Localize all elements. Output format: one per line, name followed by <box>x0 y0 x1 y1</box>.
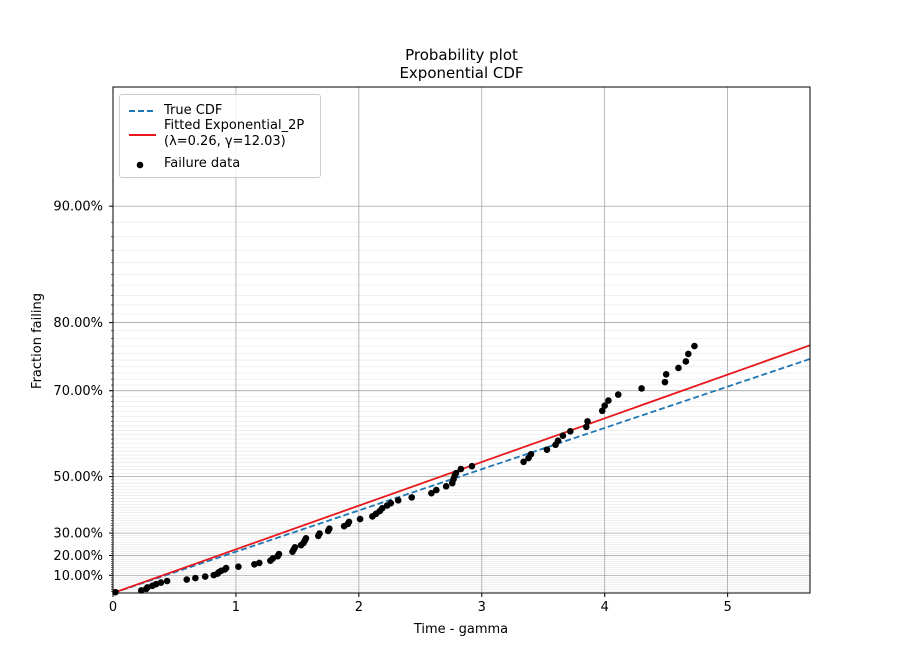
x-tick-label: 3 <box>478 600 486 615</box>
y-axis-label: Fraction failing <box>30 293 45 389</box>
y-tick-label: 80.00% <box>53 316 103 331</box>
failure-data-point <box>675 364 682 372</box>
failure-data-point <box>566 428 574 435</box>
failure-data-point <box>457 465 465 473</box>
plot-frame <box>112 86 811 594</box>
failure-data-point <box>584 418 591 425</box>
x-tick-label: 4 <box>601 600 609 615</box>
dot-swatch <box>136 161 144 169</box>
failure-data-point <box>605 397 612 404</box>
chart-subtitle: Exponential CDF <box>399 64 524 82</box>
failure-data-point <box>394 497 402 504</box>
x-axis-ticks: 0 1 2 3 4 5 <box>109 593 732 615</box>
dashed-line-swatch <box>129 110 156 112</box>
failure-data-point <box>582 423 590 431</box>
failure-data-point <box>378 504 386 512</box>
failure-data-point <box>302 534 310 542</box>
legend-label-failure-data: Failure data <box>164 156 241 171</box>
y-tick-label: 70.00% <box>53 384 103 399</box>
failure-data-point <box>387 499 395 507</box>
failure-data-point <box>201 573 209 580</box>
x-tick-label: 0 <box>109 600 117 615</box>
failure-data-point <box>601 402 609 410</box>
solid-line-swatch <box>129 134 156 136</box>
failure-data-point <box>112 588 119 596</box>
failure-data-point <box>235 563 242 570</box>
failure-data-point <box>255 559 263 567</box>
failure-data-point <box>326 525 333 533</box>
legend-label-fitted-params: (λ=0.26, γ=12.03) <box>164 134 286 149</box>
failure-data-point <box>543 446 551 453</box>
failure-data-point <box>452 469 460 477</box>
failure-data-point <box>356 515 364 523</box>
failure-data-point <box>661 378 669 386</box>
y-tick-label: 10.00% <box>53 569 103 584</box>
y-tick-label: 20.00% <box>53 549 103 564</box>
failure-data-point <box>685 350 692 358</box>
x-tick-label: 5 <box>723 600 731 615</box>
failure-data-point <box>691 342 698 350</box>
failure-data-point <box>345 518 353 526</box>
failure-data-point <box>408 494 416 501</box>
failure-data-point <box>638 385 645 392</box>
failure-data-point <box>192 574 199 582</box>
failure-data-point <box>554 437 562 445</box>
failure-data-point <box>183 576 191 583</box>
failure-data-point <box>614 391 622 398</box>
failure-data-point <box>527 451 535 458</box>
failure-data-point <box>520 458 527 466</box>
y-tick-label: 30.00% <box>53 527 103 542</box>
failure-data-point <box>662 370 670 378</box>
true-cdf-line <box>112 358 811 594</box>
legend-label-true-cdf: True CDF <box>164 103 223 118</box>
y-tick-label: 90.00% <box>53 200 103 215</box>
x-tick-label: 1 <box>232 600 240 615</box>
chart-title: Probability plot <box>405 46 518 64</box>
failure-data-points <box>112 342 698 596</box>
failure-data-point <box>682 358 690 365</box>
failure-data-point <box>442 483 450 490</box>
failure-data-point <box>428 489 435 497</box>
failure-data-point <box>598 407 606 415</box>
minor-gridlines <box>113 205 810 592</box>
failure-data-point <box>163 577 171 585</box>
failure-data-point <box>432 486 440 494</box>
failure-data-point <box>559 432 567 439</box>
failure-data-point <box>275 550 283 558</box>
legend-label-fitted: Fitted Exponential_2P <box>164 118 305 133</box>
x-tick-label: 2 <box>355 600 363 615</box>
failure-data-point <box>291 544 299 551</box>
failure-data-point <box>157 579 165 586</box>
failure-data-point <box>316 530 323 537</box>
y-axis-ticks: 10.00% 20.00% 30.00% 50.00% 70.00% 80.00% 90.0… <box>53 200 113 592</box>
y-tick-label: 50.00% <box>53 470 103 485</box>
failure-data-point <box>269 555 277 562</box>
failure-data-point <box>222 564 230 572</box>
failure-data-point <box>468 462 476 470</box>
legend: True CDF Fitted Exponential_2P (λ=0.26, … <box>119 94 321 178</box>
x-axis-label: Time - gamma <box>413 622 508 637</box>
